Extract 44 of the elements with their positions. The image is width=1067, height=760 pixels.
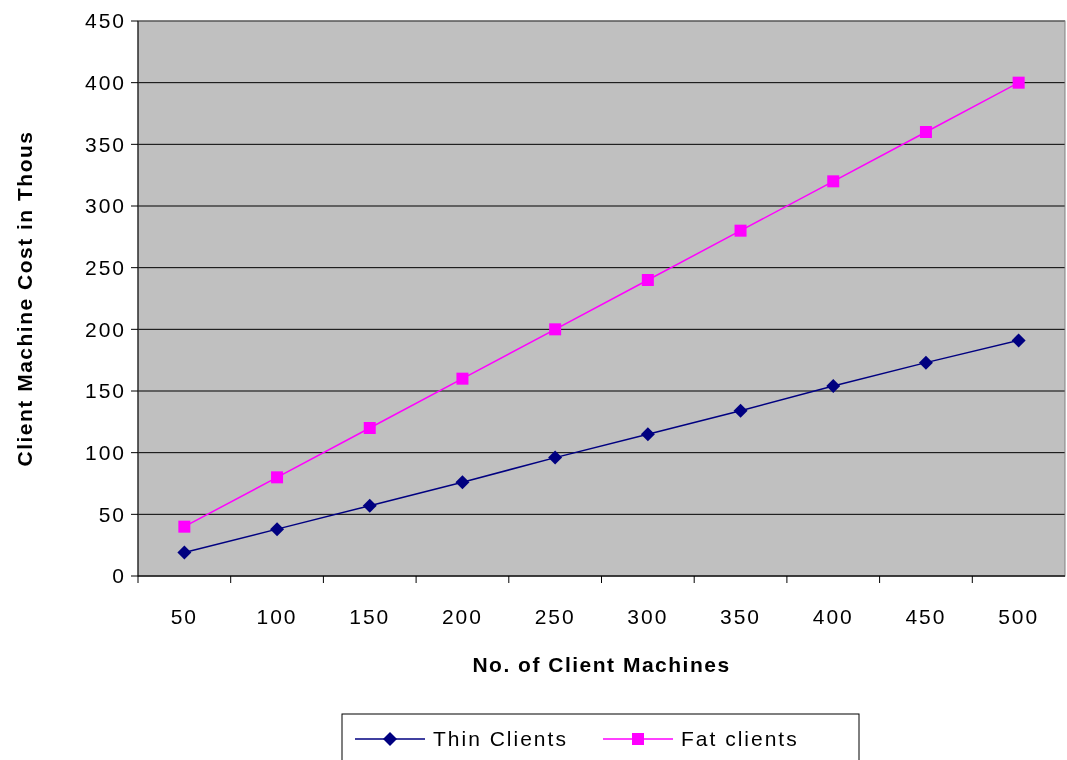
point: [827, 175, 840, 188]
y-tick-label: 200: [84, 317, 126, 341]
point: [919, 126, 932, 138]
x-tick-label: 350: [720, 605, 762, 628]
y-tick-label: 450: [84, 9, 126, 33]
point: [271, 471, 284, 484]
legend-label: Fat clients: [681, 727, 799, 751]
point: [1012, 76, 1025, 89]
point: [734, 224, 747, 237]
x-tick-label: 100: [256, 605, 298, 628]
y-tick-label: 400: [84, 71, 126, 95]
point: [362, 498, 377, 513]
point: [548, 450, 563, 465]
x-tick-label: 450: [905, 605, 947, 628]
x-tick-label: 300: [627, 605, 669, 628]
point: [641, 274, 654, 286]
point: [270, 522, 285, 537]
x-tick-label: 150: [349, 605, 391, 628]
y-axis-title: Client Machine Cost in Thous: [13, 130, 36, 467]
y-tick-label: 0: [112, 564, 126, 588]
x-tick-label: 200: [441, 605, 483, 628]
x-tick-label: 250: [534, 605, 576, 628]
point: [826, 379, 841, 394]
point: [918, 355, 933, 370]
point: [363, 422, 376, 434]
point: [549, 323, 562, 336]
y-tick-label: 250: [84, 256, 126, 280]
point: [733, 403, 748, 418]
point: [640, 427, 655, 442]
point: [177, 545, 192, 560]
point: [456, 372, 469, 385]
y-tick-label: 100: [84, 441, 126, 465]
x-tick-label: 50: [170, 605, 199, 628]
point: [455, 475, 470, 490]
point: [1011, 333, 1026, 348]
legend-label: Thin Clients: [433, 727, 568, 751]
y-tick-label: 150: [84, 379, 126, 403]
x-tick-label: 400: [812, 605, 854, 628]
x-tick-label: 500: [998, 605, 1040, 628]
y-tick-label: 50: [98, 502, 126, 526]
point: [178, 520, 191, 533]
y-tick-label: 350: [84, 132, 126, 156]
x-axis-title: No. of Client Machines: [472, 653, 731, 676]
y-tick-label: 300: [84, 194, 126, 218]
